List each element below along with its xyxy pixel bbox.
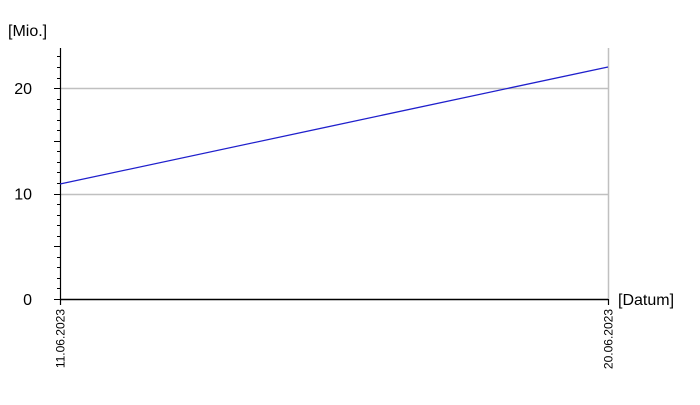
axes bbox=[54, 48, 610, 305]
labels: [Mio.] [Datum] 0 10 20 11.06.2023 20.06.2023 bbox=[8, 23, 674, 369]
y-tick-label: 20 bbox=[14, 81, 32, 98]
gridlines bbox=[60, 48, 610, 299]
y-tick-label: 0 bbox=[23, 292, 32, 309]
y-tick-label: 10 bbox=[14, 187, 32, 204]
x-tick-label: 11.06.2023 bbox=[54, 309, 68, 368]
series bbox=[59, 66, 609, 185]
x-axis-title: [Datum] bbox=[618, 292, 674, 309]
x-tick-label: 20.06.2023 bbox=[602, 309, 616, 369]
y-axis-title: [Mio.] bbox=[8, 23, 47, 40]
series-line bbox=[59, 66, 609, 185]
